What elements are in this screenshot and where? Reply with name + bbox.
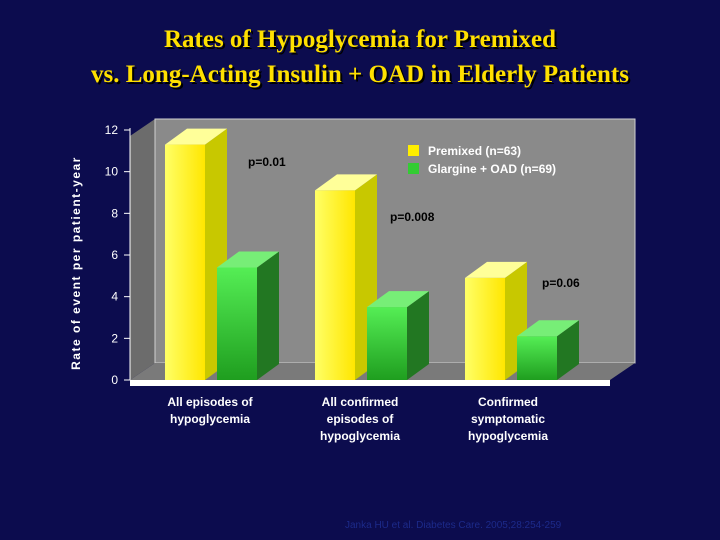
y-axis-label: Rate of event per patient-year — [69, 156, 83, 370]
p-value-annotation-1: p=0.01 — [248, 155, 286, 169]
bar-glargine-1 — [217, 251, 279, 380]
floor-edge — [130, 380, 610, 386]
chart-title: Rates of Hypoglycemia for Premixed vs. L… — [0, 22, 720, 92]
legend-swatch — [408, 163, 419, 174]
citation-footnote: Janka HU et al. Diabetes Care. 2005;28:2… — [345, 520, 562, 531]
y-tick-label: 12 — [105, 123, 119, 137]
legend-swatch — [408, 145, 419, 156]
category-label-1: All episodes of hypoglycemia — [167, 395, 253, 426]
category-label-3: Confirmed symptomatic hypoglycemia — [468, 395, 548, 443]
title-line-1: Rates of Hypoglycemia for Premixed — [163, 26, 557, 53]
y-tick-label: 4 — [111, 290, 118, 304]
y-tick-label: 10 — [105, 165, 119, 179]
category-label-2: All confirmed episodes of hypoglycemia — [320, 395, 400, 443]
y-tick-label: 0 — [111, 373, 118, 387]
legend-entry-label: Glargine + OAD (n=69) — [428, 162, 556, 176]
p-value-annotation-2: p=0.008 — [390, 210, 435, 224]
y-tick-label: 8 — [111, 206, 118, 220]
bar-glargine-3 — [517, 320, 579, 380]
legend: Premixed (n=63) Glargine + OAD (n=69) — [408, 144, 556, 176]
bar-glargine-2 — [367, 291, 429, 380]
legend-entry-label: Premixed (n=63) — [428, 144, 521, 158]
y-tick-label: 6 — [111, 248, 118, 262]
plot-side-wall — [130, 119, 155, 380]
y-tick-label: 2 — [111, 331, 118, 345]
title-line-2: vs. Long-Acting Insulin + OAD in Elderly… — [91, 61, 629, 88]
p-value-annotation-3: p=0.06 — [542, 276, 580, 290]
